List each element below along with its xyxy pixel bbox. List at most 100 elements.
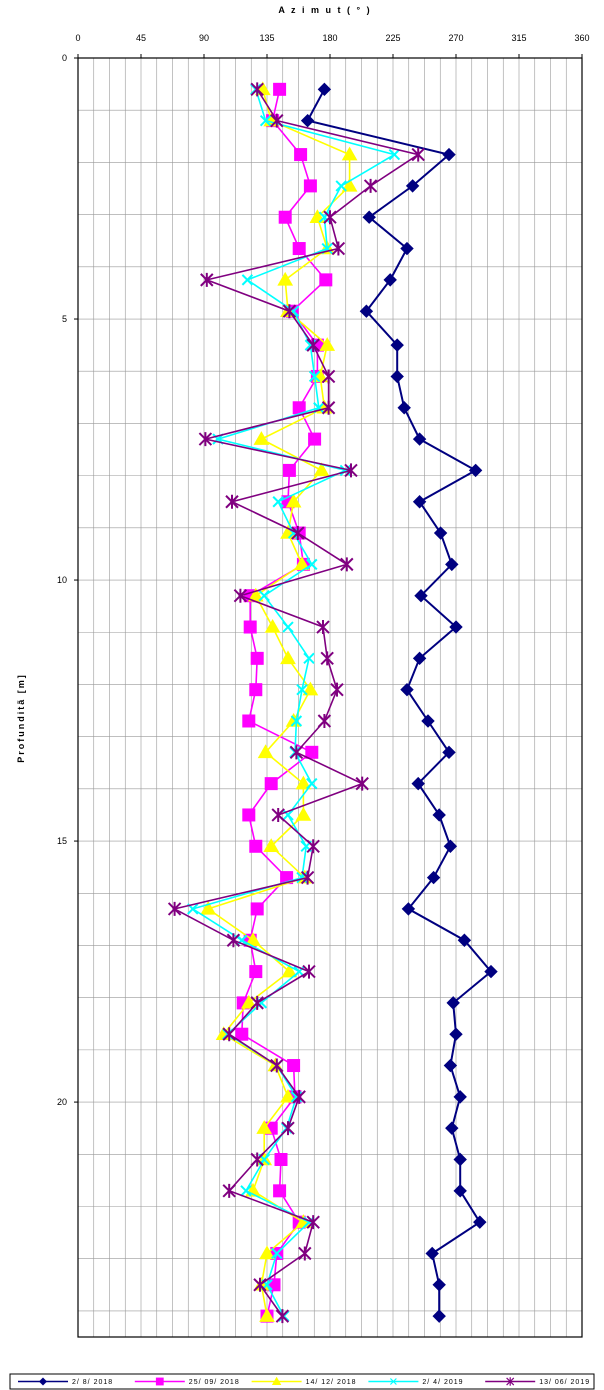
data-point — [273, 1184, 287, 1198]
data-point — [484, 964, 498, 979]
x-tick-label: 360 — [574, 33, 589, 43]
data-point — [294, 556, 310, 571]
data-point — [256, 1120, 273, 1134]
data-point — [270, 1058, 284, 1073]
data-point — [319, 273, 333, 287]
data-point — [445, 557, 459, 572]
series-line — [240, 89, 327, 1317]
data-point — [167, 901, 182, 916]
x-tick-labels: 0 45 90 135 180 225 270 315 360 — [75, 33, 590, 58]
data-point — [241, 274, 254, 286]
data-point — [282, 463, 296, 477]
x-tick-label: 45 — [136, 33, 146, 43]
legend-marker — [389, 1378, 397, 1385]
data-point — [249, 839, 263, 853]
data-point — [302, 964, 316, 979]
data-point — [445, 1121, 459, 1135]
data-point — [313, 462, 330, 477]
data-point — [341, 177, 358, 192]
data-point — [388, 148, 401, 161]
data-point — [280, 1088, 296, 1103]
x-axis-title: A z i m u t ( ° ) — [278, 5, 371, 15]
legend-label: 2/ 4/ 2019 — [422, 1379, 463, 1386]
data-point — [414, 588, 428, 603]
data-point — [236, 934, 248, 946]
data-point — [453, 1184, 467, 1198]
data-point — [316, 620, 330, 635]
y-tick-label: 15 — [57, 836, 67, 846]
data-point — [390, 369, 404, 384]
data-point — [443, 839, 458, 853]
data-point — [291, 526, 305, 541]
series-line — [206, 89, 351, 1317]
data-point — [432, 1309, 446, 1323]
data-point — [264, 619, 281, 633]
data-point — [306, 839, 320, 854]
data-point — [401, 902, 416, 916]
legend-marker — [38, 1377, 48, 1386]
data-point — [457, 933, 472, 947]
data-point — [250, 651, 264, 665]
data-point — [222, 1183, 236, 1198]
data-point — [306, 338, 320, 353]
data-point — [449, 1027, 463, 1041]
data-point — [277, 271, 294, 286]
data-point — [400, 682, 414, 697]
x-tick-label: 180 — [322, 33, 337, 43]
data-point — [270, 113, 284, 128]
data-point — [411, 147, 425, 162]
data-point — [250, 995, 264, 1010]
data-point — [363, 178, 378, 193]
data-point — [282, 809, 294, 821]
data-point — [259, 1245, 275, 1260]
data-point — [275, 1309, 290, 1324]
legend-item: 13/ 06/ 2019 — [485, 1377, 589, 1386]
x-tick-label: 90 — [199, 33, 209, 43]
data-point — [222, 1027, 236, 1042]
data-point — [235, 1027, 249, 1041]
data-point — [341, 146, 358, 161]
legend-item: 25/ 09/ 2018 — [134, 1377, 240, 1386]
data-point — [253, 431, 270, 445]
data-point — [281, 1121, 295, 1136]
legend-item: 14/ 12/ 2018 — [251, 1376, 356, 1386]
legend: 2/ 8/ 2018 25/ 09/ 2018 14/ 12/ 2018 2/ 4/ … — [9, 1373, 595, 1390]
data-point — [253, 1277, 267, 1292]
data-point — [289, 745, 304, 760]
data-point — [257, 744, 274, 759]
data-point — [281, 963, 298, 978]
y-tick-label: 0 — [62, 53, 67, 63]
legend-item: 2/ 8/ 2018 — [18, 1377, 112, 1386]
data-point — [258, 589, 270, 602]
data-point — [331, 241, 346, 256]
data-point — [225, 494, 239, 509]
data-point — [473, 1215, 487, 1229]
data-point — [425, 1246, 439, 1261]
legend-marker — [271, 1376, 282, 1385]
data-point — [400, 241, 414, 256]
data-point — [405, 179, 420, 193]
legend-label: 25/ 09/ 2018 — [189, 1379, 240, 1386]
y-tick-label: 10 — [57, 575, 67, 585]
series-line — [190, 89, 397, 1317]
data-point — [305, 745, 319, 759]
data-point — [249, 965, 263, 979]
data-point — [282, 621, 294, 633]
series-line — [306, 88, 493, 1317]
data-point — [274, 1153, 288, 1167]
data-point — [321, 369, 336, 384]
y-axis-title: Profunditã [m] — [16, 673, 26, 763]
data-point — [295, 775, 312, 790]
data-point — [390, 338, 404, 352]
data-point — [300, 870, 315, 885]
data-point — [285, 493, 302, 508]
data-point — [308, 432, 322, 446]
data-point — [303, 652, 315, 665]
data-point — [294, 148, 308, 162]
data-point — [271, 1247, 283, 1260]
data-point — [443, 1058, 458, 1073]
data-point — [317, 82, 332, 97]
data-point — [250, 82, 264, 97]
data-point — [292, 1089, 306, 1104]
data-point — [240, 1185, 252, 1197]
